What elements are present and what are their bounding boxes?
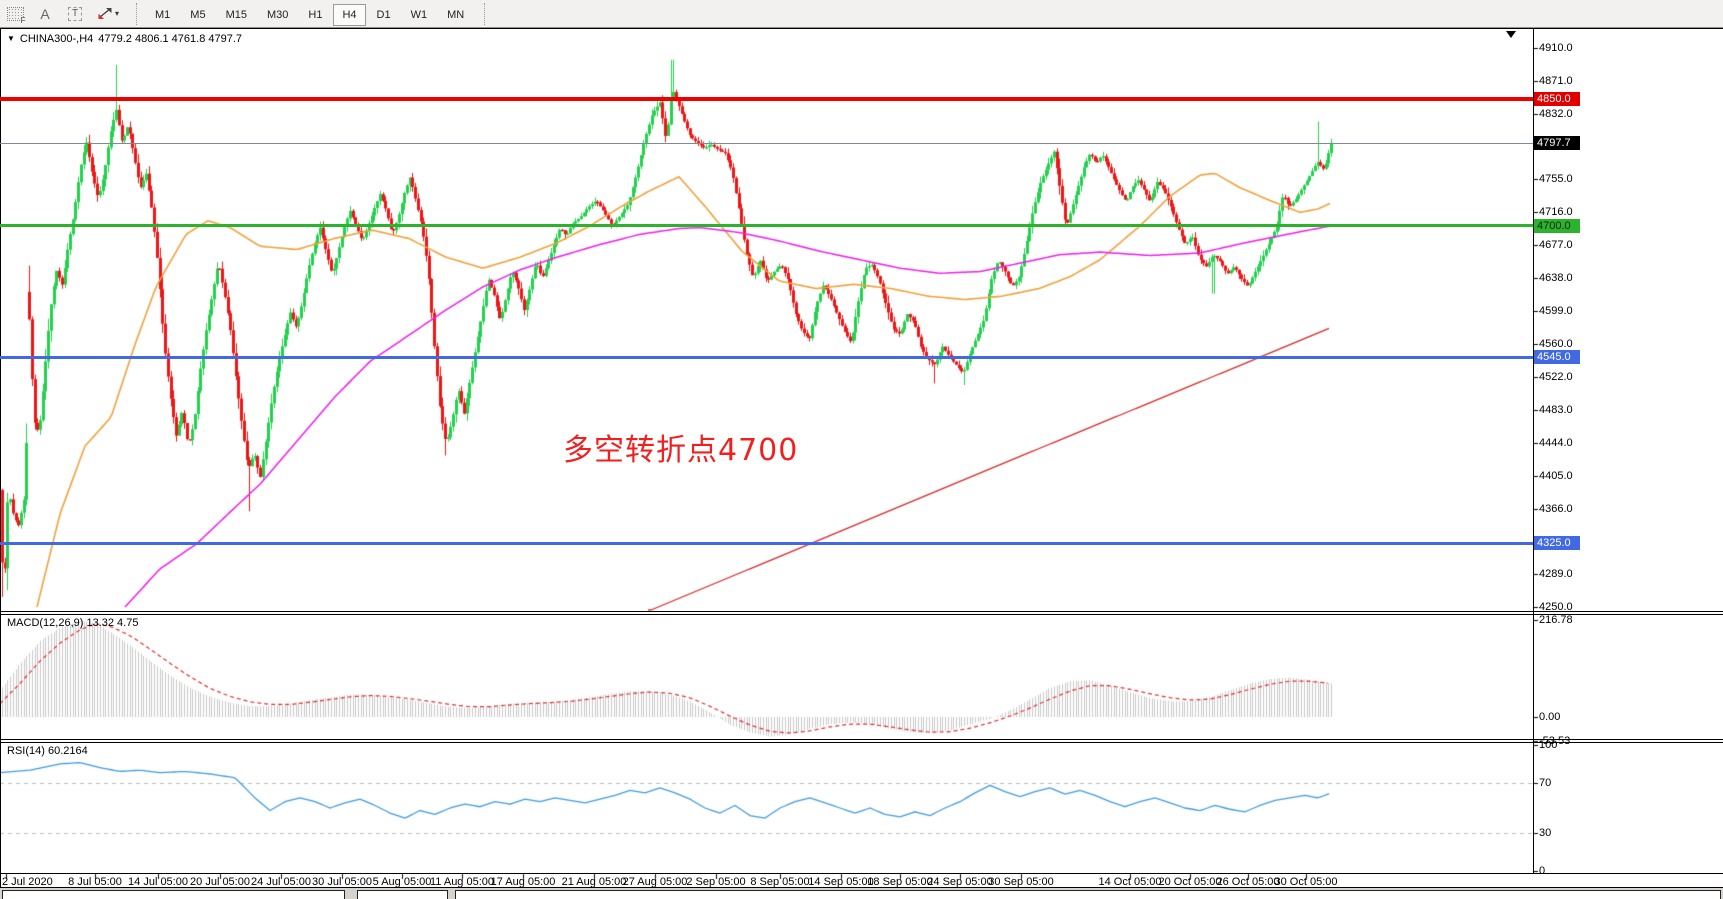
rsi-axis-tick: 70 (1539, 777, 1552, 789)
docked-panel-edge[interactable] (2, 890, 345, 899)
toolbar: F A T ▾ M1 M5 M15 M30 H1 H4 D1 W1 MN (0, 0, 1723, 28)
price-axis-tick: 4910.0 (1539, 42, 1573, 54)
time-axis-label: 20 Oct 05:00 (1158, 876, 1222, 888)
time-axis-label: 11 Aug 05:00 (429, 876, 495, 888)
time-axis-label: 14 Sep 05:00 (808, 876, 874, 888)
timeframe-button-group: M1 M5 M15 M30 H1 H4 D1 W1 MN (145, 3, 474, 26)
rsi-panel-divider[interactable] (0, 739, 1723, 740)
arrow-objects-tool-icon[interactable]: ▾ (91, 3, 125, 25)
current-price-badge: 4797.7 (1534, 136, 1580, 150)
dropdown-caret-icon: ▾ (114, 9, 119, 18)
pivot-price-badge: 4700.0 (1534, 219, 1580, 233)
macd-axis-tick: 0.00 (1539, 711, 1561, 723)
support-line-4325[interactable] (0, 542, 1533, 545)
price-axis-tick: 4250.0 (1539, 601, 1573, 613)
time-axis-label: 2 Jul 2020 (2, 876, 53, 888)
price-axis-tick: 4366.0 (1539, 503, 1573, 515)
timeframe-button-m15[interactable]: M15 (225, 8, 247, 21)
pivot-line-4700[interactable] (0, 224, 1533, 227)
bottom-strip-border (0, 887, 1723, 888)
time-axis-label: 27 Aug 05:00 (622, 876, 688, 888)
time-axis-label: 17 Aug 05:00 (490, 876, 556, 888)
price-axis-tick: 4832.0 (1539, 108, 1573, 120)
timeframe-button-m5[interactable]: M5 (190, 8, 206, 21)
text-box-tool-icon[interactable]: T (61, 3, 89, 25)
time-axis-label: 21 Aug 05:00 (561, 876, 627, 888)
timeframe-button-mn[interactable]: MN (447, 8, 465, 21)
price-axis-tick: 4755.0 (1539, 173, 1573, 185)
time-axis-label: 24 Sep 05:00 (927, 876, 993, 888)
timeframe-button-w1[interactable]: W1 (410, 8, 428, 21)
timeframe-button-m30[interactable]: M30 (266, 8, 289, 21)
bottom-strip (0, 888, 1723, 899)
time-axis-border (0, 873, 1723, 874)
rsi-axis-tick: 100 (1539, 739, 1558, 751)
timeframe-button-d1[interactable]: D1 (376, 8, 391, 21)
time-axis-label: 30 Sep 05:00 (988, 876, 1054, 888)
symbol-timeframe-label: CHINA300-,H4 (19, 33, 94, 45)
time-axis-label: 20 Jul 05:00 (190, 876, 250, 888)
rsi-axis-tick: 30 (1539, 827, 1552, 839)
macd-indicator-label: MACD(12,26,9) 13.32 4.75 (7, 617, 139, 629)
time-axis-label: 8 Jul 05:00 (68, 876, 122, 888)
docked-panel-edge[interactable] (455, 890, 1721, 899)
rsi-indicator-label: RSI(14) 60.2164 (7, 745, 88, 757)
price-axis-border (1533, 28, 1534, 874)
price-axis-tick: 4677.0 (1539, 239, 1573, 251)
chart-title: ▼ CHINA300-,H4 4779.2 4806.1 4761.8 4797… (7, 33, 242, 45)
time-axis-label: 5 Aug 05:00 (372, 876, 432, 888)
support-line-4545[interactable] (0, 356, 1533, 359)
time-axis-label: 18 Sep 05:00 (867, 876, 933, 888)
price-axis-tick: 4522.0 (1539, 371, 1573, 383)
price-axis-tick: 4560.0 (1539, 338, 1573, 350)
chart-text-annotation[interactable]: 多空转折点4700 (563, 433, 799, 468)
time-axis-label: 30 Jul 05:00 (312, 876, 372, 888)
docked-panel-edge[interactable] (357, 890, 448, 899)
rsi-panel-divider-2[interactable] (0, 742, 1723, 743)
chart-window-grip-icon[interactable]: F (1, 3, 29, 25)
resistance-price-badge: 4850.0 (1534, 92, 1580, 106)
chart-canvas[interactable] (0, 28, 1723, 888)
time-axis-label: 14 Jul 05:00 (128, 876, 188, 888)
macd-panel-divider[interactable] (0, 611, 1723, 612)
time-axis-label: 2 Sep 05:00 (686, 876, 746, 888)
timeframe-button-h1[interactable]: H1 (308, 8, 323, 21)
chart-left-border (0, 28, 1, 888)
macd-axis-tick: 216.78 (1539, 614, 1573, 626)
chart-top-border (0, 28, 1723, 29)
chart-shift-marker-icon[interactable] (1506, 31, 1516, 38)
macd-axis-tick: -53.53 (1539, 735, 1571, 747)
price-axis-tick: 4289.0 (1539, 568, 1573, 580)
support2-price-badge: 4325.0 (1534, 536, 1580, 550)
price-axis-tick: 4638.0 (1539, 272, 1573, 284)
time-axis-label: 24 Jul 05:00 (251, 876, 311, 888)
timeframe-button-m1[interactable]: M1 (155, 8, 171, 21)
resistance-line-4850[interactable] (0, 97, 1533, 101)
symbol-dropdown-icon[interactable]: ▼ (7, 34, 15, 43)
price-axis-tick: 4871.0 (1539, 75, 1573, 87)
timeframe-button-h4[interactable]: H4 (333, 3, 366, 26)
price-axis-tick: 4444.0 (1539, 437, 1573, 449)
price-axis-tick: 4405.0 (1539, 470, 1573, 482)
price-axis-tick: 4716.0 (1539, 206, 1573, 218)
price-axis-tick: 4483.0 (1539, 404, 1573, 416)
macd-panel-divider-2[interactable] (0, 614, 1723, 615)
support-price-badge: 4545.0 (1534, 350, 1580, 364)
rsi-axis-tick: 0 (1539, 865, 1546, 877)
ohlc-values: 4779.2 4806.1 4761.8 4797.7 (98, 33, 243, 45)
text-label-tool-icon[interactable]: A (40, 5, 50, 22)
price-axis-tick: 4599.0 (1539, 305, 1573, 317)
time-axis-label: 14 Oct 05:00 (1098, 876, 1162, 888)
toolbar-separator-2 (484, 2, 486, 25)
time-axis-label: 8 Sep 05:00 (750, 876, 810, 888)
time-axis-label: 30 Oct 05:00 (1274, 876, 1338, 888)
toolbar-separator (136, 2, 137, 25)
diagonal-arrows-icon (98, 8, 112, 19)
current-price-line (0, 143, 1533, 144)
time-axis-label: 26 Oct 05:00 (1216, 876, 1280, 888)
